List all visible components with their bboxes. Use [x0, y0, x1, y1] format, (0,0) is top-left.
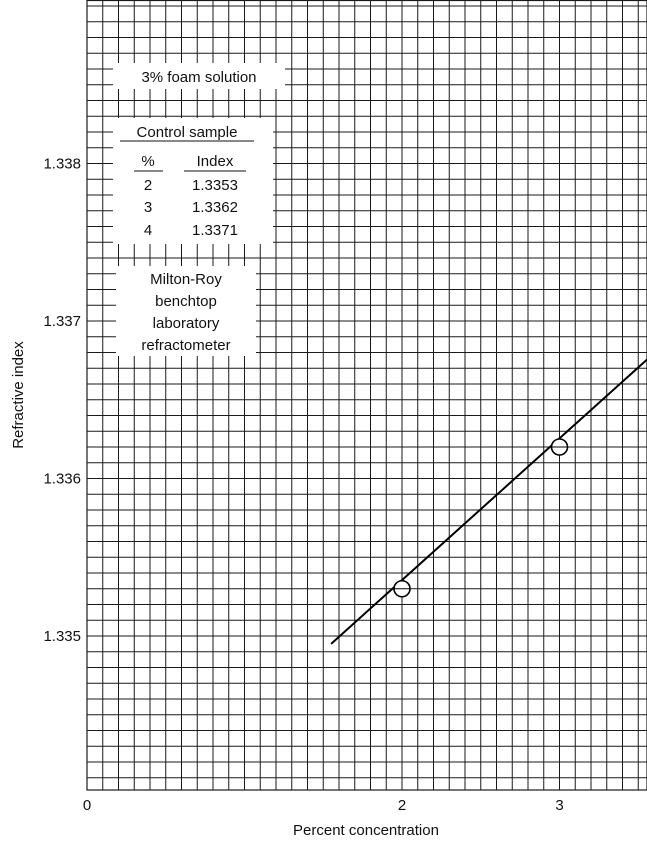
- instrument-line-1: Milton-Roy: [150, 271, 222, 288]
- control-row-2-percent: 3: [144, 199, 152, 216]
- x-axis-label: Percent concentration: [293, 822, 439, 839]
- control-row-2-index: 1.3362: [192, 199, 238, 216]
- instrument-line-4: refractometer: [141, 337, 230, 354]
- y-axis-label: Refractive index: [10, 341, 27, 449]
- y-tick-label: 1.337: [43, 313, 81, 330]
- y-tick-label: 1.336: [43, 471, 81, 488]
- instrument-line-2: benchtop: [155, 293, 217, 310]
- control-row-1-percent: 2: [144, 177, 152, 194]
- y-tick-label: 1.338: [43, 156, 81, 173]
- control-col-index: Index: [197, 153, 234, 170]
- y-tick-label: 1.335: [43, 628, 81, 645]
- fit-line: [330, 358, 647, 645]
- data-points: [393, 438, 569, 598]
- control-row-1-index: 1.3353: [192, 177, 238, 194]
- x-tick-label: 3: [555, 797, 563, 814]
- control-row-3-index: 1.3371: [192, 222, 238, 239]
- instrument-line-3: laboratory: [153, 315, 220, 332]
- control-table-heading: Control sample: [137, 124, 238, 141]
- title-annotation: 3% foam solution: [113, 63, 285, 89]
- title-box-text: 3% foam solution: [141, 69, 256, 86]
- control-sample-table: Control sample % Index 2 1.3353 3 1.3362…: [113, 118, 273, 244]
- plot-border: [86, 0, 647, 791]
- x-tick-labels: 0234: [83, 797, 564, 814]
- fit-line-layer: [330, 358, 647, 645]
- x-tick-label: 0: [83, 797, 91, 814]
- x-tick-label: 2: [398, 797, 406, 814]
- instrument-annotation: Milton-Roy benchtop laboratory refractom…: [116, 266, 256, 356]
- y-tick-labels: 1.335 1.336 1.337 1.338: [43, 156, 81, 646]
- control-row-3-percent: 4: [144, 222, 152, 239]
- control-col-percent: %: [141, 153, 154, 170]
